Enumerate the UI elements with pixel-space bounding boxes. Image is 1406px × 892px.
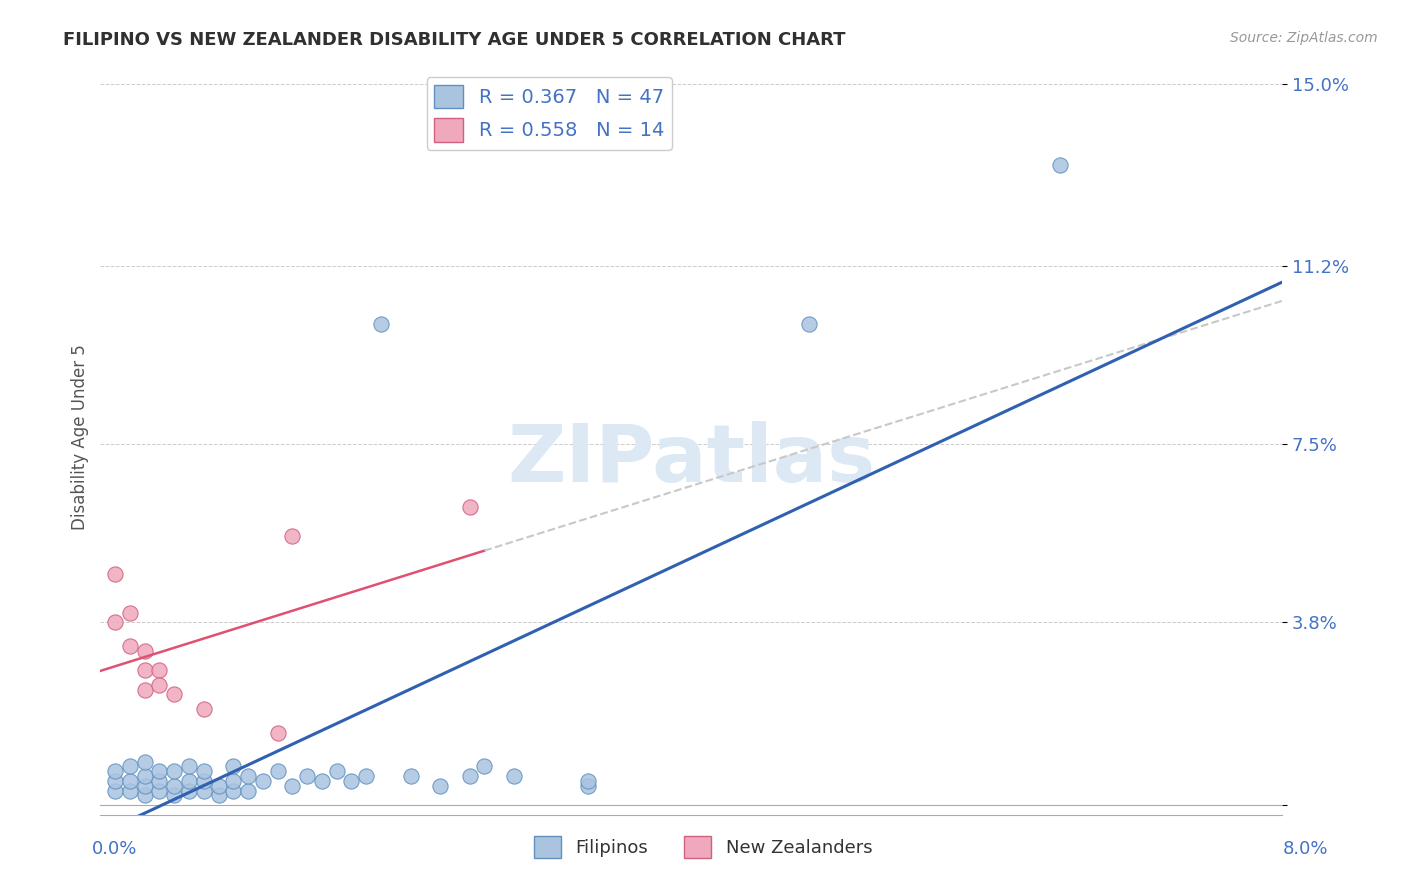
Point	[134, 644, 156, 658]
Point	[354, 769, 377, 783]
Point	[134, 755, 156, 769]
Point	[177, 759, 200, 773]
Text: 0.0%: 0.0%	[91, 840, 136, 858]
Point	[281, 529, 304, 543]
Point	[118, 640, 141, 654]
Point	[134, 663, 156, 677]
Point	[118, 773, 141, 788]
Point	[148, 764, 170, 779]
Text: FILIPINO VS NEW ZEALANDER DISABILITY AGE UNDER 5 CORRELATION CHART: FILIPINO VS NEW ZEALANDER DISABILITY AGE…	[63, 31, 846, 49]
Point	[104, 567, 127, 582]
Point	[148, 773, 170, 788]
Point	[236, 783, 259, 797]
Point	[222, 759, 245, 773]
Point	[281, 779, 304, 793]
Point	[118, 606, 141, 620]
Point	[576, 779, 599, 793]
Point	[104, 783, 127, 797]
Point	[799, 317, 821, 331]
Point	[429, 779, 451, 793]
Point	[252, 773, 274, 788]
Point	[134, 682, 156, 697]
Point	[193, 783, 215, 797]
Point	[325, 764, 347, 779]
Point	[148, 663, 170, 677]
Point	[134, 789, 156, 803]
Point	[207, 789, 229, 803]
Text: Source: ZipAtlas.com: Source: ZipAtlas.com	[1230, 31, 1378, 45]
Text: 8.0%: 8.0%	[1284, 840, 1329, 858]
Point	[163, 789, 186, 803]
Point	[177, 783, 200, 797]
Point	[148, 678, 170, 692]
Point	[474, 759, 496, 773]
Point	[193, 764, 215, 779]
Point	[118, 759, 141, 773]
Text: ZIPatlas: ZIPatlas	[508, 421, 876, 499]
Point	[222, 783, 245, 797]
Point	[177, 773, 200, 788]
Point	[134, 769, 156, 783]
Point	[458, 769, 481, 783]
Point	[104, 764, 127, 779]
Point	[399, 769, 422, 783]
Point	[193, 702, 215, 716]
Point	[163, 687, 186, 701]
Point	[222, 773, 245, 788]
Point	[576, 773, 599, 788]
Y-axis label: Disability Age Under 5: Disability Age Under 5	[72, 344, 89, 530]
Point	[207, 779, 229, 793]
Legend: R = 0.367   N = 47, R = 0.558   N = 14: R = 0.367 N = 47, R = 0.558 N = 14	[426, 77, 672, 150]
Point	[163, 779, 186, 793]
Point	[503, 769, 526, 783]
Point	[295, 769, 318, 783]
Point	[118, 783, 141, 797]
Point	[1049, 158, 1071, 172]
Point	[236, 769, 259, 783]
Point	[340, 773, 363, 788]
Point	[193, 773, 215, 788]
Point	[311, 773, 333, 788]
Point	[458, 500, 481, 514]
Point	[163, 764, 186, 779]
Legend: Filipinos, New Zealanders: Filipinos, New Zealanders	[526, 829, 880, 865]
Point	[148, 783, 170, 797]
Point	[370, 317, 392, 331]
Point	[104, 773, 127, 788]
Point	[104, 615, 127, 630]
Point	[134, 779, 156, 793]
Point	[266, 764, 288, 779]
Point	[266, 726, 288, 740]
